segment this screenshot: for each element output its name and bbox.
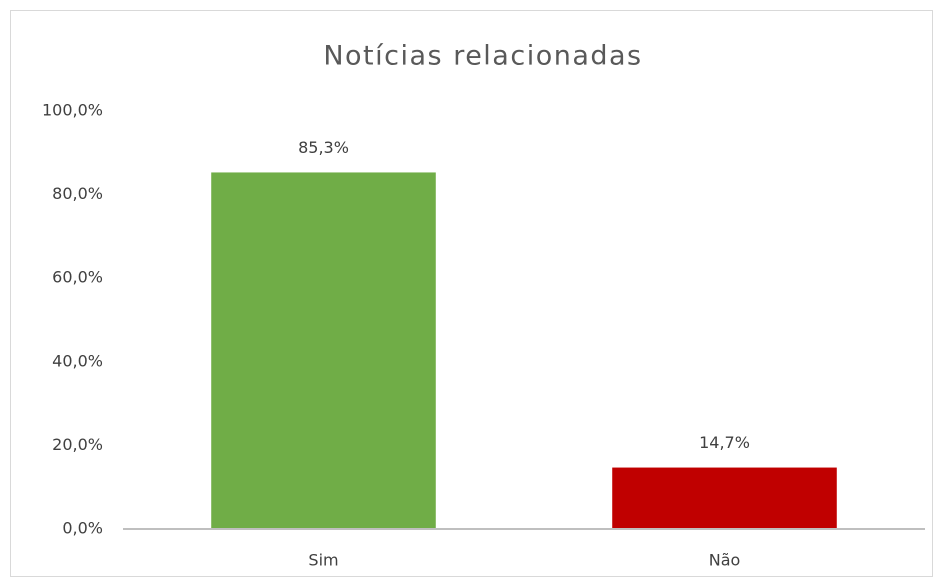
y-tick-label: 100,0% bbox=[42, 101, 103, 120]
chart-title: Notícias relacionadas bbox=[323, 41, 642, 72]
x-tick-label: Sim bbox=[308, 551, 338, 570]
y-tick-label: 20,0% bbox=[52, 435, 103, 454]
data-label: 14,7% bbox=[699, 433, 750, 452]
bar bbox=[612, 467, 837, 529]
y-tick-label: 80,0% bbox=[52, 184, 103, 203]
data-label: 85,3% bbox=[298, 138, 349, 157]
x-tick-label: Não bbox=[709, 551, 741, 570]
bar bbox=[211, 172, 436, 530]
y-tick-label: 40,0% bbox=[52, 351, 103, 370]
y-tick-label: 60,0% bbox=[52, 268, 103, 287]
y-tick-label: 0,0% bbox=[62, 519, 103, 538]
